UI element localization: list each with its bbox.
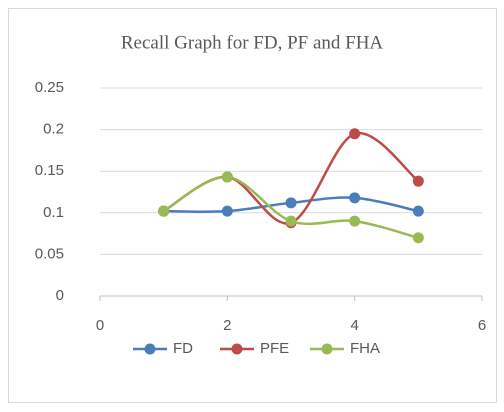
data-point bbox=[349, 215, 361, 227]
chart-title: Recall Graph for FD, PF and FHA bbox=[121, 32, 384, 53]
y-tick-label: 0 bbox=[56, 287, 64, 304]
data-point bbox=[285, 215, 297, 227]
data-point bbox=[412, 232, 424, 244]
legend-label: FHA bbox=[350, 340, 380, 357]
data-point bbox=[412, 175, 424, 187]
data-point bbox=[349, 128, 361, 140]
data-point bbox=[221, 205, 233, 217]
legend-marker bbox=[144, 343, 156, 355]
x-tick-label: 6 bbox=[478, 317, 486, 334]
legend-marker bbox=[321, 343, 333, 355]
x-tick-label: 4 bbox=[350, 317, 358, 334]
y-tick-label: 0.1 bbox=[43, 204, 64, 221]
data-point bbox=[221, 171, 233, 183]
y-tick-label: 0.25 bbox=[35, 79, 64, 96]
y-tick-label: 0.05 bbox=[35, 245, 64, 262]
data-point bbox=[158, 205, 170, 217]
legend-label: PFE bbox=[260, 340, 289, 357]
chart-border bbox=[8, 8, 497, 403]
y-tick-label: 0.2 bbox=[43, 121, 64, 138]
y-tick-label: 0.15 bbox=[35, 162, 64, 179]
x-tick-label: 0 bbox=[96, 317, 104, 334]
data-point bbox=[349, 192, 361, 204]
legend-label: FD bbox=[173, 340, 193, 357]
x-tick-label: 2 bbox=[223, 317, 231, 334]
data-point bbox=[285, 197, 297, 209]
data-point bbox=[412, 205, 424, 217]
legend-marker bbox=[231, 343, 243, 355]
